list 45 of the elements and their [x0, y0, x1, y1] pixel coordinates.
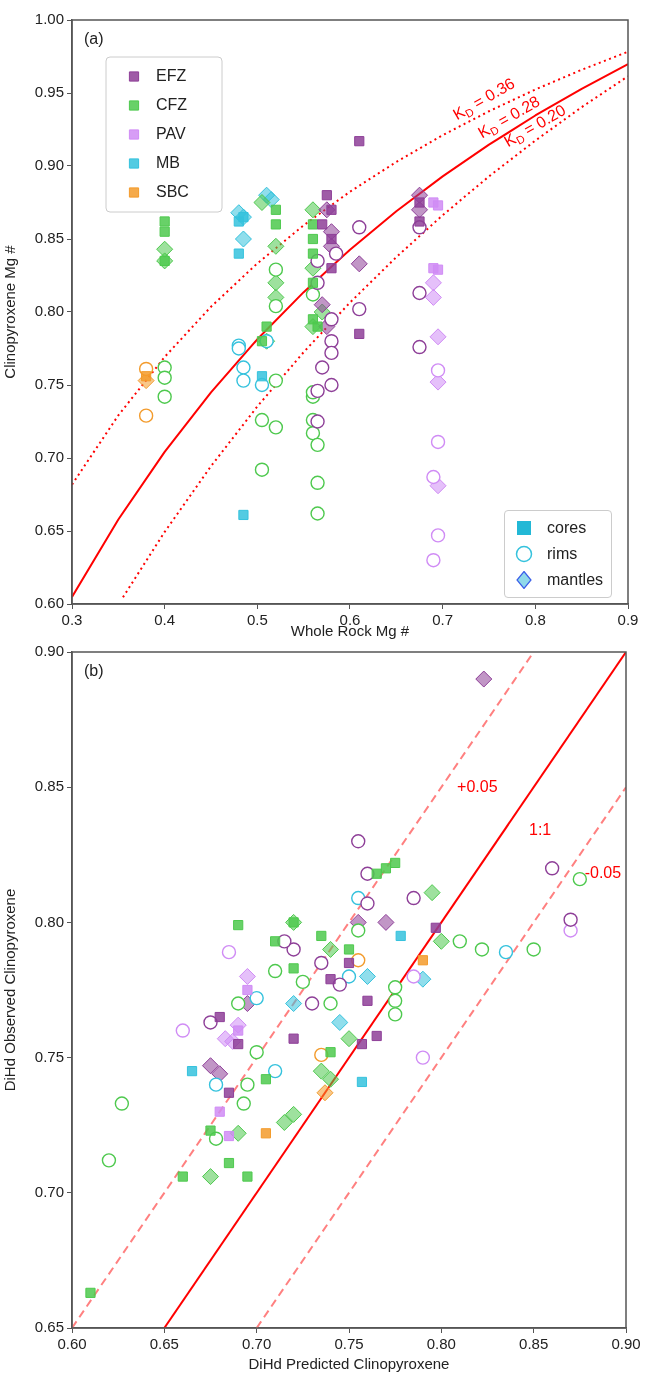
y-tick-label: 0.65	[34, 1318, 64, 1336]
annotation: mantles	[547, 571, 604, 589]
y-tick-label: 0.65	[34, 521, 64, 539]
x-tick-label: 0.9	[617, 611, 639, 629]
x-axis-title: DiHd Predicted Clinopyroxene	[248, 1355, 450, 1373]
y-tick-label: 0.70	[34, 1182, 64, 1200]
y-tick-label: 0.70	[34, 448, 64, 466]
x-tick-label: 0.3	[61, 611, 83, 629]
x-tick-label: 0.5	[246, 611, 268, 629]
x-tick-label: 0.90	[611, 1335, 641, 1353]
y-tick-label: 0.75	[34, 375, 64, 393]
y-tick-label: 0.80	[34, 912, 64, 930]
annotation: cores	[547, 519, 587, 537]
x-tick-label: 0.8	[524, 611, 546, 629]
y-tick-label: 0.85	[34, 777, 64, 795]
annotation: (b)	[84, 662, 104, 680]
y-tick-label: 0.60	[34, 594, 64, 612]
x-tick-label: 0.7	[432, 611, 454, 629]
legend-label: PAV	[156, 124, 186, 142]
x-tick-label: 0.4	[154, 611, 176, 629]
annotation: rims	[547, 545, 578, 563]
series-label: 1:1	[529, 820, 552, 838]
series-label: -0.05	[584, 864, 622, 882]
legend-label: MB	[156, 153, 180, 171]
y-tick-label: 0.80	[34, 302, 64, 320]
series-label: +0.05	[457, 777, 498, 795]
y-tick-label: 0.85	[34, 229, 64, 247]
y-axis-title: DiHd Observed Clinopyroxene	[1, 888, 19, 1092]
y-axis-title: Clinopyroxene Mg #	[1, 244, 19, 379]
x-tick-label: 0.80	[426, 1335, 456, 1353]
y-tick-label: 1.00	[34, 10, 64, 28]
y-tick-label: 0.90	[34, 156, 64, 174]
x-tick-label: 0.65	[149, 1335, 179, 1353]
y-tick-label: 0.75	[34, 1047, 64, 1065]
y-tick-label: 0.90	[34, 642, 64, 660]
shape-key: cores rims mantles	[504, 510, 613, 598]
legend-label: EFZ	[156, 66, 187, 84]
y-tick-label: 0.95	[34, 83, 64, 101]
x-tick-label: 0.85	[519, 1335, 549, 1353]
x-tick-label: 0.60	[57, 1335, 87, 1353]
x-tick-label: 0.75	[334, 1335, 364, 1353]
legend-label: SBC	[156, 182, 189, 200]
x-tick-label: 0.70	[242, 1335, 272, 1353]
annotation: (a)	[84, 30, 104, 48]
legend-label: CFZ	[156, 95, 188, 113]
